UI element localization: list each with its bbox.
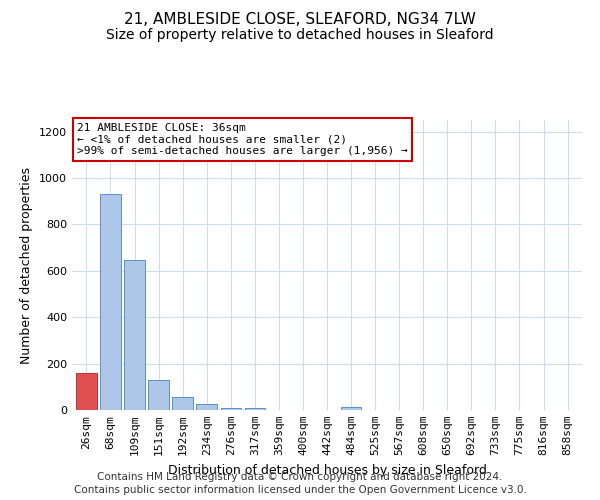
X-axis label: Distribution of detached houses by size in Sleaford: Distribution of detached houses by size … [167, 464, 487, 476]
Bar [172, 397, 193, 410]
Bar [221, 408, 241, 410]
Text: Contains HM Land Registry data © Crown copyright and database right 2024.: Contains HM Land Registry data © Crown c… [97, 472, 503, 482]
Bar [100, 194, 121, 410]
Text: 21, AMBLESIDE CLOSE, SLEAFORD, NG34 7LW: 21, AMBLESIDE CLOSE, SLEAFORD, NG34 7LW [124, 12, 476, 28]
Text: Contains public sector information licensed under the Open Government Licence v3: Contains public sector information licen… [74, 485, 526, 495]
Bar [148, 380, 169, 410]
Bar [196, 404, 217, 410]
Bar [124, 260, 145, 410]
Bar [245, 408, 265, 410]
Text: Size of property relative to detached houses in Sleaford: Size of property relative to detached ho… [106, 28, 494, 42]
Bar [341, 406, 361, 410]
Bar [76, 373, 97, 410]
Text: 21 AMBLESIDE CLOSE: 36sqm
← <1% of detached houses are smaller (2)
>99% of semi-: 21 AMBLESIDE CLOSE: 36sqm ← <1% of detac… [77, 123, 408, 156]
Y-axis label: Number of detached properties: Number of detached properties [20, 166, 34, 364]
